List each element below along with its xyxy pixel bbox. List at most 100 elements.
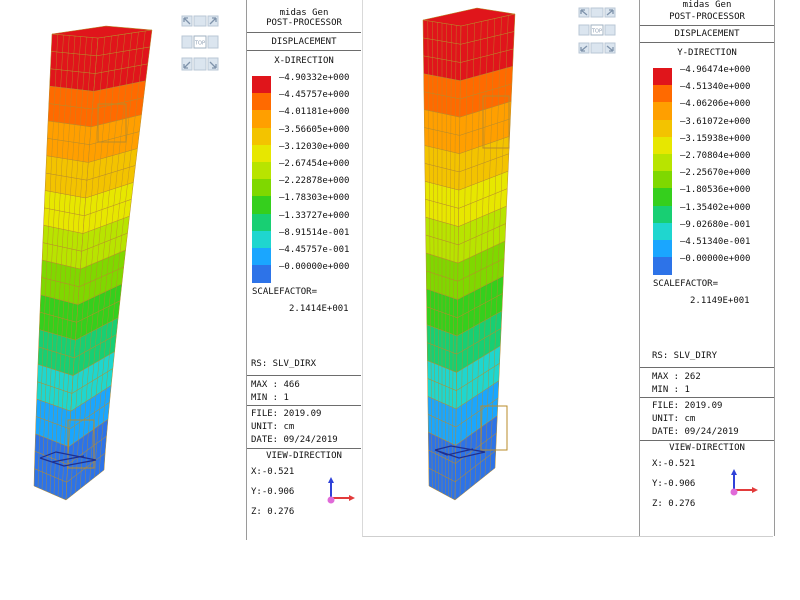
mesh-line [53,298,55,316]
mesh-line [66,230,69,249]
mesh-line [84,126,86,144]
mesh-line [486,37,488,56]
mesh-line [90,37,93,56]
view-navigator-icon[interactable]: TOP [575,6,617,56]
mesh-line [69,106,71,124]
mesh-line [505,50,508,69]
mesh-line [478,341,480,360]
result-set: RS: SLV_DIRX [251,359,317,369]
mesh-line [109,104,112,123]
mesh-line [485,91,487,110]
mesh-line [61,246,63,265]
view-navigator-icon[interactable]: TOP [178,14,220,74]
mesh-line [89,331,92,350]
legend-value: —4.51340e+000 [680,82,751,93]
mesh-line [57,388,60,407]
mesh-line [115,170,118,189]
mesh-line [98,294,101,312]
opening-outline [97,103,127,143]
mesh-line [116,103,119,121]
mesh-line [82,436,84,454]
axis-triad-icon [327,477,355,504]
mesh-line [50,156,52,174]
mesh-line [61,318,64,337]
legend-swatch [653,171,672,189]
mesh-line [119,68,122,87]
model-viewport-right[interactable]: TOP [363,0,641,536]
mesh-line [77,439,79,458]
mesh-line [96,311,99,329]
mesh-line [61,480,63,499]
mesh-line [81,161,84,180]
mesh-line [125,184,128,202]
mesh-line [73,425,75,444]
mesh-line [66,159,68,177]
mesh-line [49,173,52,192]
mesh-line [97,408,100,427]
max-node: MAX : 262 [652,372,701,382]
mesh-line [106,71,109,89]
mesh-line [111,205,114,223]
mesh-line [475,448,477,467]
mesh-line [123,151,126,170]
mesh-line [78,422,80,440]
mesh-line [60,425,62,444]
mesh-line [67,53,69,71]
date-label: DATE: 09/24/2019 [652,427,739,437]
model-viewport-left[interactable]: TOP [0,0,246,540]
legend-swatch [653,222,672,241]
mesh-line [65,337,67,356]
mesh-line [46,349,48,368]
view-direction-title: VIEW-DIRECTION [669,443,745,453]
mesh-line [85,248,88,267]
program-name: midas Gen [682,0,732,10]
mesh-line [61,408,63,426]
mesh-line [74,106,77,125]
mesh-line [95,377,98,396]
min-node: MIN : 1 [652,385,690,395]
mesh-line [38,452,40,471]
mesh-line [88,349,91,367]
mesh-line [487,387,489,406]
mesh-line [496,278,498,297]
mesh-line [51,139,53,157]
mesh-line [67,302,69,320]
mesh-line [99,456,101,474]
mesh-line [103,106,106,124]
mesh-line [70,249,73,267]
mesh-line [81,90,83,108]
mesh-line [101,308,104,327]
mesh-line [79,337,81,355]
mesh-line [79,404,82,423]
mesh-line [89,463,91,482]
mesh-line [74,267,76,286]
mesh-line [92,229,95,247]
mesh-line [63,372,65,391]
mesh-line [121,169,124,187]
mesh-line [68,212,70,231]
legend-value: —1.33727e+000 [279,210,350,221]
mesh-line [60,69,62,88]
mesh-line [126,117,130,135]
legend-swatch [252,230,271,249]
mesh-line [497,105,499,123]
mesh-line [51,422,54,441]
mesh-line [68,123,70,142]
mesh-line [84,467,87,486]
right-result-panel: TOP midas Gen POST-PROCESSOR DISPLACEMEN… [362,0,775,537]
mesh-line [95,261,98,280]
mesh-line [91,429,94,447]
mesh-line [62,34,64,53]
mesh-line [484,109,486,128]
mesh-line [110,222,113,240]
mesh-line [78,125,81,144]
mesh-line [79,36,81,55]
mesh-line [98,89,101,108]
mesh-line [44,295,46,314]
mesh-line [42,437,44,455]
legend-swatch [653,85,672,103]
mesh-line [122,101,125,120]
mesh-line [45,261,48,279]
legend-swatch [653,154,672,172]
mesh-line [63,105,66,124]
